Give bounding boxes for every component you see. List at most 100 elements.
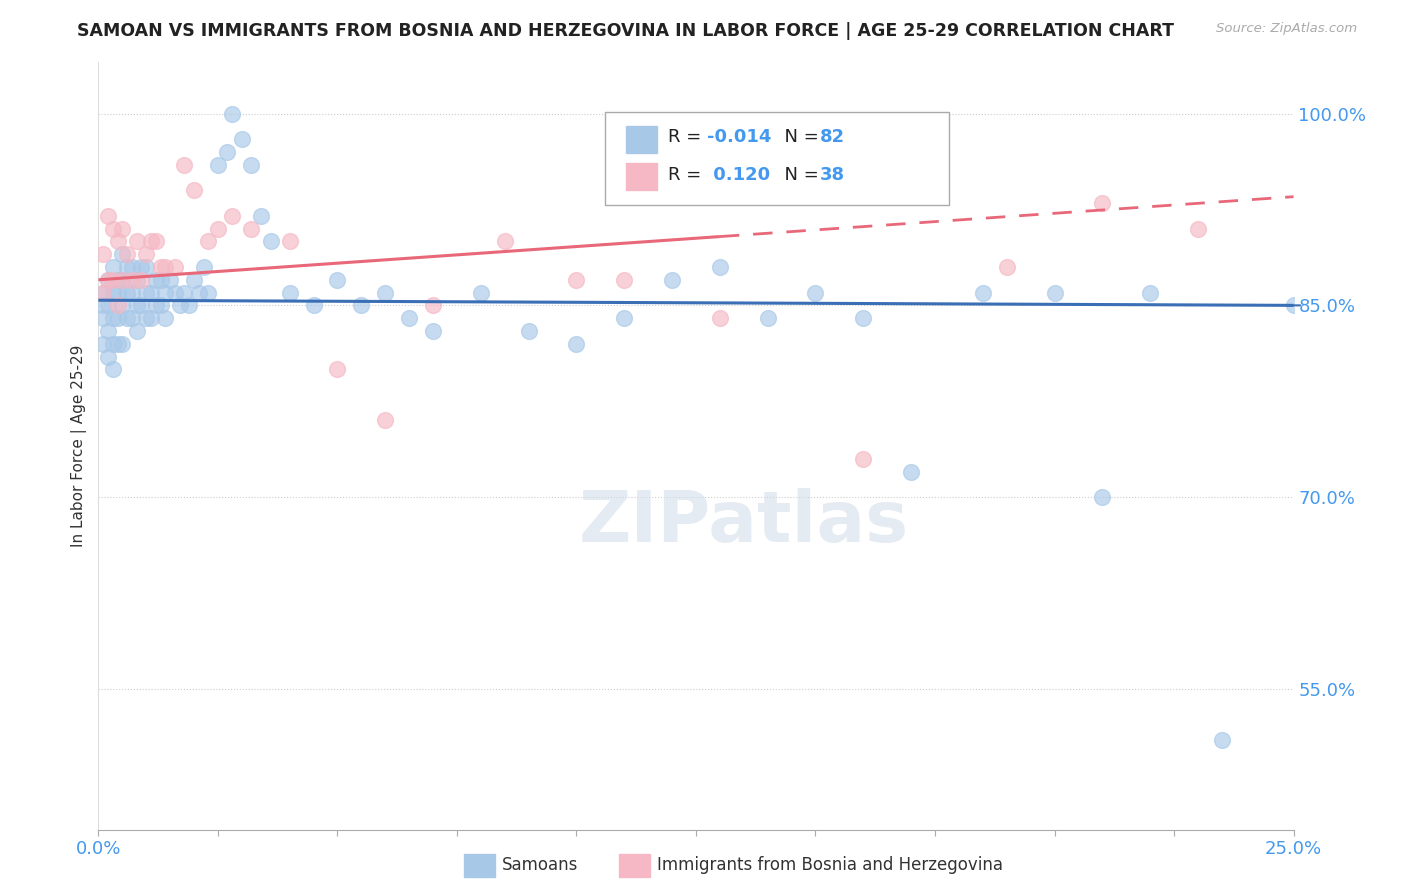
Point — [145, 235, 167, 249]
Point — [278, 285, 301, 300]
Point — [139, 311, 162, 326]
Point — [278, 235, 301, 249]
Point — [101, 285, 124, 300]
Point — [398, 311, 420, 326]
Text: R =: R = — [668, 166, 707, 184]
Point — [565, 273, 588, 287]
Point — [350, 298, 373, 312]
Point — [217, 145, 239, 159]
Point — [302, 298, 325, 312]
Text: -0.014: -0.014 — [707, 128, 772, 146]
Point — [91, 298, 114, 312]
Point — [97, 350, 120, 364]
Point — [139, 285, 162, 300]
Point — [197, 235, 219, 249]
Point — [173, 158, 195, 172]
Point — [374, 413, 396, 427]
Point — [1139, 285, 1161, 300]
Point — [240, 221, 263, 235]
Point — [613, 311, 636, 326]
Text: 82: 82 — [820, 128, 845, 146]
Point — [155, 260, 177, 274]
Point — [494, 235, 516, 249]
Point — [101, 336, 124, 351]
Point — [97, 298, 120, 312]
Point — [107, 285, 129, 300]
Text: SAMOAN VS IMMIGRANTS FROM BOSNIA AND HERZEGOVINA IN LABOR FORCE | AGE 25-29 CORR: SAMOAN VS IMMIGRANTS FROM BOSNIA AND HER… — [77, 22, 1174, 40]
Point — [326, 362, 349, 376]
Point — [97, 273, 120, 287]
Point — [1091, 490, 1114, 504]
Point — [111, 273, 134, 287]
Point — [149, 298, 172, 312]
Point — [183, 273, 205, 287]
Point — [91, 285, 114, 300]
Point — [900, 465, 922, 479]
Point — [125, 298, 148, 312]
Point — [97, 324, 120, 338]
Point — [250, 209, 273, 223]
Point — [163, 285, 186, 300]
Point — [149, 260, 172, 274]
Point — [709, 260, 731, 274]
Point — [101, 221, 124, 235]
Point — [374, 285, 396, 300]
Point — [111, 273, 134, 287]
Text: Source: ZipAtlas.com: Source: ZipAtlas.com — [1216, 22, 1357, 36]
Point — [101, 362, 124, 376]
Point — [995, 260, 1018, 274]
Point — [1211, 733, 1233, 747]
Text: 0.120: 0.120 — [707, 166, 770, 184]
Point — [149, 273, 172, 287]
Point — [565, 336, 588, 351]
Point — [107, 298, 129, 312]
Point — [111, 221, 134, 235]
Point — [111, 247, 134, 261]
Point — [121, 273, 143, 287]
Point — [207, 221, 229, 235]
Point — [107, 273, 129, 287]
Point — [139, 235, 162, 249]
Point — [115, 311, 138, 326]
Y-axis label: In Labor Force | Age 25-29: In Labor Force | Age 25-29 — [72, 345, 87, 547]
Text: Samoans: Samoans — [502, 856, 578, 874]
Point — [91, 311, 114, 326]
Point — [145, 273, 167, 287]
Point — [131, 298, 153, 312]
Point — [613, 273, 636, 287]
Point — [259, 235, 281, 249]
Point — [1091, 196, 1114, 211]
Point — [125, 324, 148, 338]
Point — [163, 260, 186, 274]
Point — [131, 273, 153, 287]
Point — [91, 336, 114, 351]
Point — [135, 247, 157, 261]
Point — [135, 311, 157, 326]
Point — [97, 209, 120, 223]
Point — [159, 273, 181, 287]
Point — [169, 298, 191, 312]
Point — [91, 247, 114, 261]
Point — [135, 260, 157, 274]
Point — [972, 285, 994, 300]
Point — [155, 311, 177, 326]
Point — [125, 235, 148, 249]
Point — [231, 132, 253, 146]
Point — [709, 311, 731, 326]
Point — [183, 183, 205, 197]
Point — [207, 158, 229, 172]
Point — [111, 336, 134, 351]
Point — [121, 285, 143, 300]
Point — [107, 235, 129, 249]
Text: 38: 38 — [820, 166, 845, 184]
Point — [221, 106, 243, 120]
Point — [97, 273, 120, 287]
Point — [1282, 298, 1305, 312]
Point — [852, 311, 875, 326]
Point — [240, 158, 263, 172]
Point — [1187, 221, 1209, 235]
Point — [121, 311, 143, 326]
Point — [193, 260, 215, 274]
Point — [121, 260, 143, 274]
Point — [197, 285, 219, 300]
